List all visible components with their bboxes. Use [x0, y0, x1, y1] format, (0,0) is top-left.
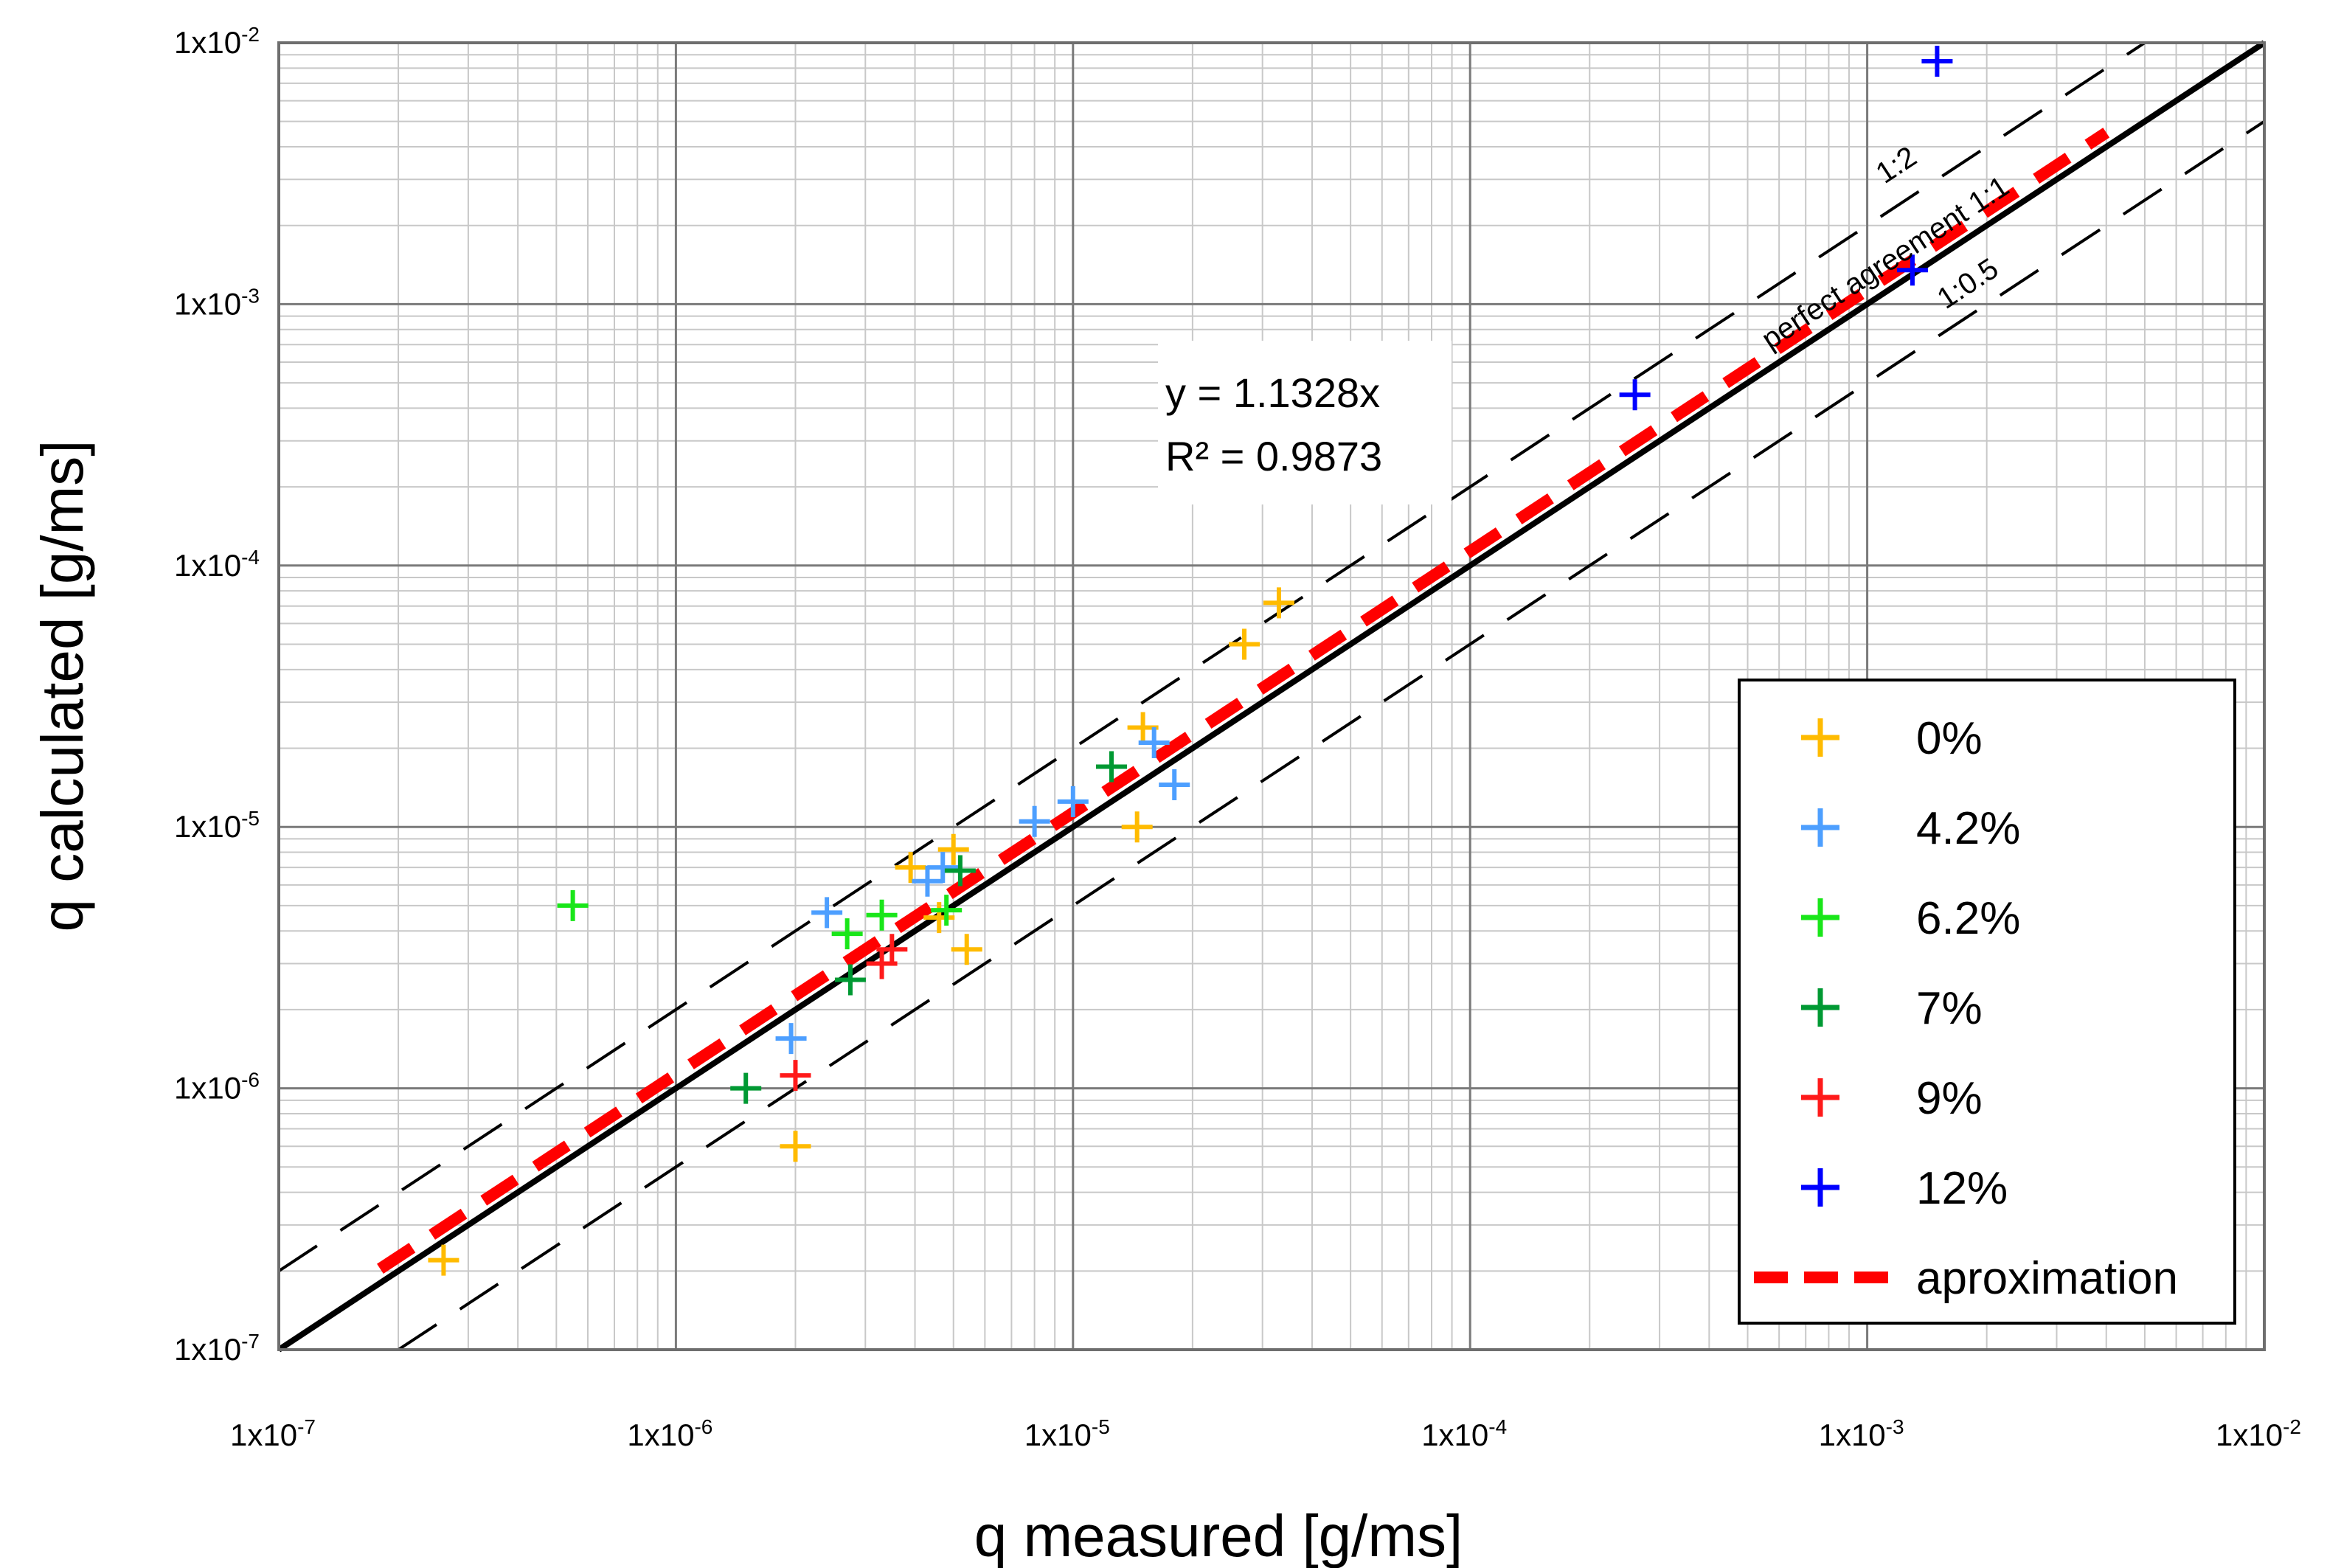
data-point — [730, 1072, 762, 1104]
data-point — [557, 889, 589, 921]
data-point — [866, 899, 898, 931]
y-axis-title: q calculated [g/ms] — [30, 440, 95, 932]
legend-marker — [1801, 718, 1839, 757]
x-axis-title: q measured [g/ms] — [974, 1503, 1463, 1568]
legend-label: 7% — [1916, 983, 1983, 1034]
reference-line-dashed — [397, 120, 2266, 1351]
legend-label-fit: aproximation — [1916, 1253, 2178, 1304]
data-point — [834, 964, 866, 996]
reference-line-1-1 — [277, 40, 2267, 1353]
data-point — [780, 1131, 811, 1162]
data-point — [1057, 785, 1089, 817]
y-tick-label: 1x10-5 — [174, 807, 260, 844]
data-point — [780, 1060, 811, 1092]
y-tick-label: 1x10-4 — [174, 546, 260, 583]
data-point — [912, 865, 943, 897]
equation-box — [1158, 341, 1452, 504]
data-point — [1619, 379, 1651, 411]
legend: 0% 4.2% 6.2% 7% 9% 12% aproximation — [1738, 679, 2236, 1325]
data-point — [1229, 628, 1260, 660]
legend-label: 6.2% — [1916, 893, 2020, 944]
y-tick-label: 1x10-6 — [174, 1069, 260, 1106]
data-point — [1159, 769, 1190, 801]
x-tick-label: 1x10-3 — [1819, 1415, 1904, 1452]
y-tick-label: 1x10-2 — [174, 23, 260, 60]
data-point — [831, 918, 863, 950]
data-point — [1896, 254, 1928, 286]
data-point — [876, 934, 908, 965]
legend-label: 4.2% — [1916, 803, 2020, 854]
data-point — [944, 855, 976, 887]
legend-label: 9% — [1916, 1073, 1983, 1124]
fit-line — [377, 128, 2110, 1274]
x-tick-label: 1x10-5 — [1024, 1415, 1110, 1452]
data-point — [775, 1023, 807, 1055]
legend-label: 0% — [1916, 713, 1983, 764]
data-points — [428, 46, 1953, 1276]
legend-marker — [1801, 988, 1839, 1027]
x-tick-label: 1x10-7 — [230, 1415, 316, 1452]
data-point — [927, 852, 959, 884]
x-tick-label: 1x10-2 — [2216, 1415, 2301, 1452]
legend-marker — [1801, 1078, 1839, 1117]
data-point — [428, 1244, 459, 1276]
x-tick-label: 1x10-4 — [1421, 1415, 1507, 1452]
x-tick-label: 1x10-6 — [627, 1415, 712, 1452]
data-point — [923, 902, 955, 934]
legend-box — [1738, 679, 2236, 1325]
data-point — [1095, 751, 1127, 783]
y-tick-label: 1x10-7 — [174, 1330, 260, 1367]
reference-lines — [277, 40, 2267, 1353]
data-point — [895, 852, 926, 884]
plot-frame — [277, 41, 2266, 1351]
data-point — [1121, 811, 1153, 843]
tick-labels: 1x10-7 1x10-6 1x10-5 1x10-4 1x10-3 1x10-2 1x10… — [174, 23, 2301, 1452]
data-point — [811, 897, 843, 929]
data-point — [937, 833, 969, 865]
reference-line-dashed — [277, 41, 2146, 1272]
data-point — [1019, 805, 1050, 837]
y-tick-label: 1x10-3 — [174, 284, 260, 321]
fit-line-group — [377, 128, 2110, 1274]
data-point — [1263, 587, 1294, 619]
legend-marker — [1801, 808, 1839, 847]
r-squared-line: R² = 0.9873 — [1165, 433, 1382, 479]
data-point — [951, 934, 982, 965]
data-point — [1921, 46, 1953, 77]
legend-marker — [1801, 1168, 1839, 1207]
data-point — [931, 895, 963, 926]
data-point — [1138, 727, 1170, 759]
legend-marker — [1801, 898, 1839, 937]
legend-label: 12% — [1916, 1163, 2008, 1214]
equation-line: y = 1.1328x — [1165, 370, 1380, 416]
